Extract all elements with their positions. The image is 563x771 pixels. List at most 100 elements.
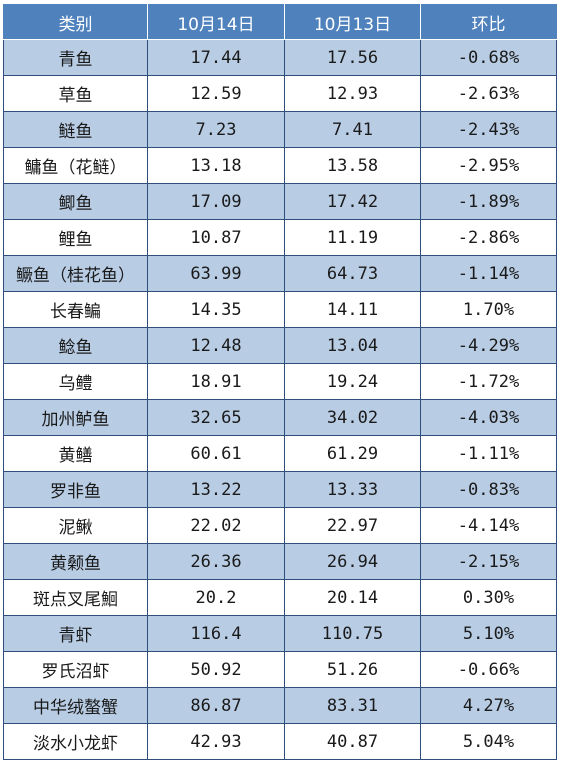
- cell-price-oct13: 64.73: [284, 255, 421, 292]
- table-row: 青虾 116.4 110.75 5.10%: [3, 615, 557, 652]
- table-row: 鲤鱼 10.87 11.19 -2.86%: [3, 219, 557, 256]
- cell-price-oct13: 20.14: [284, 579, 421, 616]
- cell-category: 淡水小龙虾: [3, 723, 148, 760]
- cell-category: 鲤鱼: [3, 219, 148, 256]
- table-row: 鳜鱼（桂花鱼） 63.99 64.73 -1.14%: [3, 255, 557, 292]
- table-row: 黄鳝 60.61 61.29 -1.11%: [3, 435, 557, 472]
- cell-price-oct13: 61.29: [284, 435, 421, 472]
- cell-change: -2.86%: [420, 219, 557, 256]
- cell-category: 泥鳅: [3, 507, 148, 544]
- cell-category: 鲶鱼: [3, 327, 148, 364]
- cell-change: -1.14%: [420, 255, 557, 292]
- cell-category: 黄颡鱼: [3, 543, 148, 580]
- table-row: 乌鳢 18.91 19.24 -1.72%: [3, 363, 557, 400]
- table-row: 中华绒螯蟹 86.87 83.31 4.27%: [3, 687, 557, 724]
- cell-price-oct13: 11.19: [284, 219, 421, 256]
- cell-price-oct14: 13.18: [147, 147, 285, 184]
- cell-price-oct14: 18.91: [147, 363, 285, 400]
- cell-category: 鲫鱼: [3, 183, 148, 220]
- cell-category: 青虾: [3, 615, 148, 652]
- cell-price-oct14: 13.22: [147, 471, 285, 508]
- cell-price-oct14: 116.4: [147, 615, 285, 652]
- cell-change: -1.72%: [420, 363, 557, 400]
- cell-price-oct13: 110.75: [284, 615, 421, 652]
- cell-change: -4.03%: [420, 399, 557, 436]
- table-row: 黄颡鱼 26.36 26.94 -2.15%: [3, 543, 557, 580]
- table-body: 青鱼 17.44 17.56 -0.68% 草鱼 12.59 12.93 -2.63% 鲢鱼 7.…: [3, 39, 557, 760]
- cell-category: 中华绒螯蟹: [3, 687, 148, 724]
- table-row: 鲶鱼 12.48 13.04 -4.29%: [3, 327, 557, 364]
- price-table-container: 类别 10月14日 10月13日 环比 青鱼 17.44 17.56 -0.68% 草鱼…: [3, 4, 557, 760]
- cell-price-oct13: 34.02: [284, 399, 421, 436]
- cell-change: -4.14%: [420, 507, 557, 544]
- cell-price-oct13: 13.58: [284, 147, 421, 184]
- cell-change: -2.95%: [420, 147, 557, 184]
- cell-change: -0.83%: [420, 471, 557, 508]
- cell-category: 草鱼: [3, 75, 148, 112]
- cell-category: 罗非鱼: [3, 471, 148, 508]
- cell-price-oct13: 40.87: [284, 723, 421, 760]
- cell-price-oct14: 63.99: [147, 255, 285, 292]
- table-row: 泥鳅 22.02 22.97 -4.14%: [3, 507, 557, 544]
- cell-price-oct14: 22.02: [147, 507, 285, 544]
- cell-price-oct13: 13.33: [284, 471, 421, 508]
- cell-price-oct14: 12.59: [147, 75, 285, 112]
- header-oct14: 10月14日: [147, 4, 285, 40]
- cell-price-oct14: 20.2: [147, 579, 285, 616]
- cell-category: 乌鳢: [3, 363, 148, 400]
- cell-price-oct14: 12.48: [147, 327, 285, 364]
- cell-change: -0.66%: [420, 651, 557, 688]
- cell-price-oct13: 22.97: [284, 507, 421, 544]
- header-change: 环比: [420, 4, 557, 40]
- cell-change: -2.63%: [420, 75, 557, 112]
- table-header: 类别 10月14日 10月13日 环比: [3, 4, 557, 40]
- cell-price-oct13: 19.24: [284, 363, 421, 400]
- cell-price-oct13: 7.41: [284, 111, 421, 148]
- cell-category: 罗氏沼虾: [3, 651, 148, 688]
- cell-change: 4.27%: [420, 687, 557, 724]
- cell-change: 1.70%: [420, 291, 557, 328]
- header-oct13: 10月13日: [284, 4, 421, 40]
- cell-price-oct14: 7.23: [147, 111, 285, 148]
- table-row: 罗氏沼虾 50.92 51.26 -0.66%: [3, 651, 557, 688]
- table-row: 加州鲈鱼 32.65 34.02 -4.03%: [3, 399, 557, 436]
- cell-price-oct13: 17.56: [284, 39, 421, 76]
- cell-price-oct14: 86.87: [147, 687, 285, 724]
- cell-category: 黄鳝: [3, 435, 148, 472]
- cell-price-oct14: 17.44: [147, 39, 285, 76]
- cell-category: 鳙鱼（花鲢）: [3, 147, 148, 184]
- table-row: 青鱼 17.44 17.56 -0.68%: [3, 39, 557, 76]
- cell-price-oct14: 10.87: [147, 219, 285, 256]
- cell-change: 5.10%: [420, 615, 557, 652]
- cell-price-oct13: 13.04: [284, 327, 421, 364]
- header-category: 类别: [3, 4, 148, 40]
- cell-category: 加州鲈鱼: [3, 399, 148, 436]
- cell-change: -1.89%: [420, 183, 557, 220]
- cell-price-oct13: 12.93: [284, 75, 421, 112]
- table-row: 草鱼 12.59 12.93 -2.63%: [3, 75, 557, 112]
- price-comparison-table: 类别 10月14日 10月13日 环比 青鱼 17.44 17.56 -0.68% 草鱼…: [3, 4, 557, 760]
- cell-price-oct14: 60.61: [147, 435, 285, 472]
- header-row: 类别 10月14日 10月13日 环比: [3, 4, 557, 40]
- cell-change: 5.04%: [420, 723, 557, 760]
- table-row: 淡水小龙虾 42.93 40.87 5.04%: [3, 723, 557, 760]
- cell-price-oct14: 26.36: [147, 543, 285, 580]
- table-row: 鲢鱼 7.23 7.41 -2.43%: [3, 111, 557, 148]
- cell-price-oct13: 83.31: [284, 687, 421, 724]
- cell-category: 斑点叉尾鮰: [3, 579, 148, 616]
- table-row: 鳙鱼（花鲢） 13.18 13.58 -2.95%: [3, 147, 557, 184]
- table-row: 鲫鱼 17.09 17.42 -1.89%: [3, 183, 557, 220]
- cell-category: 鲢鱼: [3, 111, 148, 148]
- cell-change: 0.30%: [420, 579, 557, 616]
- cell-price-oct14: 14.35: [147, 291, 285, 328]
- cell-price-oct13: 51.26: [284, 651, 421, 688]
- cell-change: -1.11%: [420, 435, 557, 472]
- cell-category: 鳜鱼（桂花鱼）: [3, 255, 148, 292]
- cell-change: -2.15%: [420, 543, 557, 580]
- cell-price-oct14: 32.65: [147, 399, 285, 436]
- table-row: 长春鳊 14.35 14.11 1.70%: [3, 291, 557, 328]
- table-row: 斑点叉尾鮰 20.2 20.14 0.30%: [3, 579, 557, 616]
- cell-category: 青鱼: [3, 39, 148, 76]
- cell-category: 长春鳊: [3, 291, 148, 328]
- cell-price-oct13: 26.94: [284, 543, 421, 580]
